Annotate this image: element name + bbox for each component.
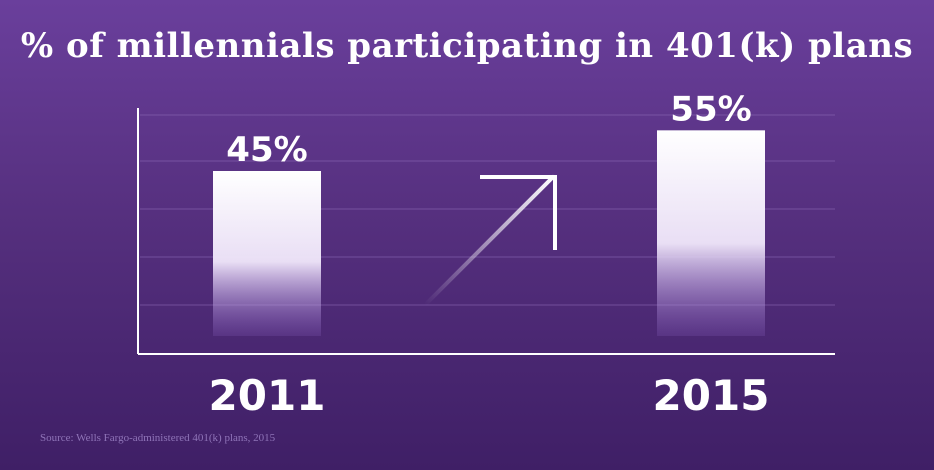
value-label-2015: 55% bbox=[670, 89, 751, 129]
trend-arrow-head bbox=[480, 175, 557, 250]
bar-2015 bbox=[657, 130, 765, 336]
trend-arrow-shaft bbox=[423, 175, 555, 307]
trend-arrow-icon bbox=[423, 175, 557, 307]
category-label-2015: 2015 bbox=[653, 371, 770, 420]
category-label-2011: 2011 bbox=[209, 371, 326, 420]
bar-2011 bbox=[213, 171, 321, 336]
source-note: Source: Wells Fargo-administered 401(k) … bbox=[40, 432, 276, 444]
chart-title: % of millennials participating in 401(k)… bbox=[20, 26, 914, 66]
value-label-2011: 45% bbox=[226, 130, 307, 170]
